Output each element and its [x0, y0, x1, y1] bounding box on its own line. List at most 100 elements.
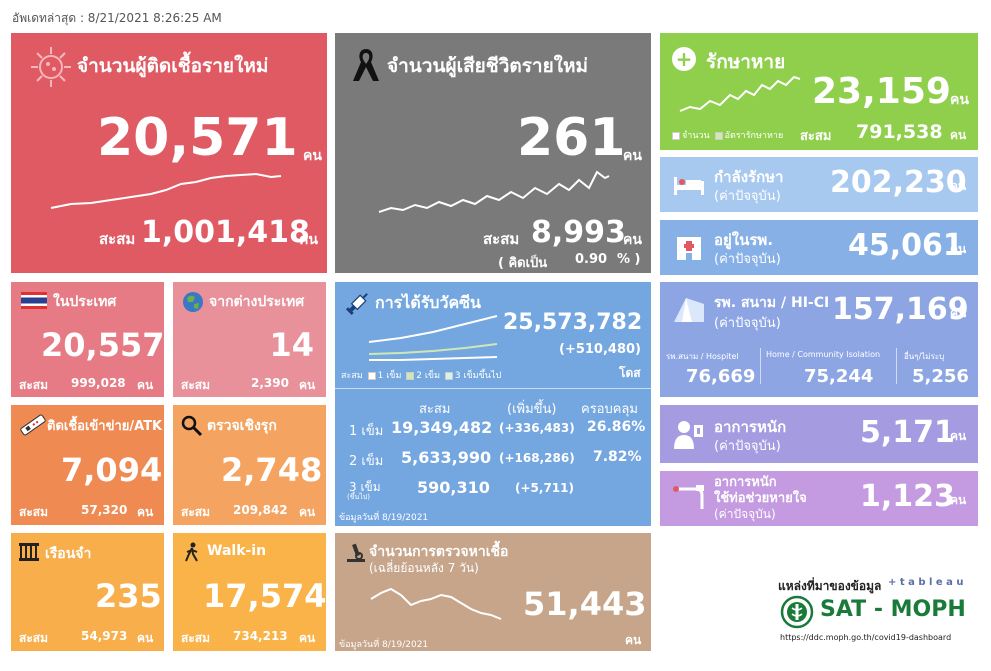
new-deaths-acc-unit: คน	[623, 232, 642, 248]
field-hospital-tile[interactable]: รพ. สนาม / HI-CI (ค่าปัจจุบัน) 157,169 ค…	[660, 282, 978, 397]
domestic-title: ในประเทศ	[53, 294, 117, 310]
new-cases-unit: คน	[303, 148, 322, 164]
proactive-title: ตรวจเชิงรุก	[207, 418, 277, 434]
vaccine-row-delta: (+5,711)	[515, 481, 574, 495]
new-cases-tile[interactable]: จำนวนผู้ติดเชื้อรายใหม่ 20,571 คน สะสม 1…	[11, 33, 327, 273]
last-updated: อัพเดทล่าสุด : 8/21/2021 8:26:25 AM	[12, 11, 222, 25]
domestic-acc-unit: คน	[137, 378, 154, 392]
treating-tile[interactable]: กำลังรักษา (ค่าปัจจุบัน) 202,230 คน	[660, 157, 978, 212]
field-hospital-col-value: 76,669	[686, 366, 756, 387]
treating-title: กำลังรักษา	[714, 168, 784, 186]
new-deaths-pct-value: 0.90	[575, 252, 608, 267]
test-kit-icon	[20, 414, 46, 436]
severe-unit: คน	[950, 429, 967, 443]
abroad-acc-value: 2,390	[251, 376, 289, 390]
new-deaths-tile[interactable]: จำนวนผู้เสียชีวิตรายใหม่ 261 คน สะสม 8,9…	[335, 33, 651, 273]
severe-sub: (ค่าปัจจุบัน)	[714, 439, 781, 454]
field-hospital-title: รพ. สนาม / HI-CI	[714, 295, 830, 311]
thailand-flag-icon	[21, 292, 47, 309]
new-deaths-pct-prefix: ( คิดเป็น	[498, 256, 548, 271]
field-hospital-value: 157,169	[832, 292, 969, 327]
severe-tile[interactable]: อาการหนัก (ค่าปัจจุบัน) 5,171 คน	[660, 405, 978, 463]
prison-acc-label: สะสม	[19, 631, 49, 645]
new-deaths-pct-suffix: % )	[617, 252, 641, 267]
recovered-value: 23,159	[812, 71, 951, 112]
vaccine-row-acc: 5,633,990	[401, 448, 492, 467]
legend-rate: อัตรารักษาหาย	[724, 131, 784, 141]
syringe-icon	[345, 293, 368, 316]
tests-sub: (เฉลี่ยย้อนหลัง 7 วัน)	[369, 561, 479, 575]
tent-icon	[674, 298, 704, 322]
vaccine-trend-lines	[368, 315, 498, 361]
treating-value: 202,230	[830, 165, 967, 200]
proactive-tile[interactable]: ตรวจเชิงรุก 2,748 สะสม 209,842 คน	[173, 405, 326, 525]
hospital-tile[interactable]: อยู่ในรพ. (ค่าปัจจุบัน) 45,061 คน	[660, 220, 978, 275]
walkin-acc-value: 734,213	[233, 629, 288, 643]
field-hospital-unit: คน	[950, 306, 967, 320]
vaccine-row-acc: 19,349,482	[391, 418, 493, 437]
walkin-tile[interactable]: Walk-in 17,574 สะสม 734,213 คน	[173, 533, 326, 651]
vaccine-delta: (+510,480)	[559, 342, 641, 357]
plus-circle-icon: +	[672, 47, 696, 71]
abroad-title: จากต่างประเทศ	[209, 294, 305, 310]
atk-tile[interactable]: ติดเชื้อเข้าข่าย/ATK 7,094 สะสม 57,320 ค…	[11, 405, 164, 525]
legend-count: จำนวน	[682, 131, 710, 141]
vaccine-row-label: 1 เข็ม	[349, 424, 384, 439]
new-deaths-title: จำนวนผู้เสียชีวิตรายใหม่	[387, 55, 589, 77]
tests-tile[interactable]: จำนวนการตรวจหาเชื้อ (เฉลี่ยย้อนหลัง 7 วั…	[335, 533, 651, 651]
vaccine-row-label: 2 เข็ม	[349, 454, 384, 469]
abroad-value: 14	[269, 326, 314, 364]
new-deaths-trend-line	[378, 170, 610, 213]
vaccine-dose-unit: โดส	[619, 366, 641, 380]
new-deaths-value: 261	[517, 108, 626, 168]
recovered-tile[interactable]: + รักษาหาย 23,159 คน จำนวน อัตรารักษาหาย…	[660, 33, 978, 150]
recovered-acc-label: สะสม	[800, 129, 832, 144]
vaccine-row-acc: 590,310	[417, 478, 490, 497]
tests-data-date: ข้อมูลวันที่ 8/19/2021	[339, 640, 429, 650]
hospital-building-icon	[677, 237, 701, 260]
source-label: แหล่งที่มาของข้อมูล	[778, 579, 882, 593]
black-ribbon-icon	[353, 49, 379, 81]
ventilator-unit: คน	[950, 493, 967, 507]
domestic-acc-value: 999,028	[71, 376, 126, 390]
new-cases-acc-unit: คน	[299, 232, 318, 248]
walkin-acc-label: สะสม	[181, 631, 211, 645]
abroad-tile[interactable]: จากต่างประเทศ 14 สะสม 2,390 คน	[173, 282, 326, 397]
prison-acc-unit: คน	[137, 631, 154, 645]
legend-prefix: สะสม	[341, 371, 363, 381]
hospital-value: 45,061	[848, 228, 964, 263]
source-url[interactable]: https://ddc.moph.go.th/covid19-dashboard	[780, 633, 952, 642]
legend-dose-1: 1 เข็ม	[377, 371, 402, 381]
vaccine-tile[interactable]: การได้รับวัคซีน 25,573,782 (+510,480) โด…	[335, 282, 651, 526]
sat-moph-brand: SAT - MOPH	[820, 597, 966, 622]
globe-plane-icon	[183, 292, 203, 312]
recovered-acc-value: 791,538	[856, 121, 943, 143]
hospital-title: อยู่ในรพ.	[714, 231, 774, 249]
domestic-tile[interactable]: ในประเทศ 20,557 สะสม 999,028 คน	[11, 282, 164, 397]
field-hospital-col-value: 75,244	[804, 366, 874, 387]
new-cases-title: จำนวนผู้ติดเชื้อรายใหม่	[77, 55, 269, 77]
tableau-logo: + t a b l e a u	[888, 577, 964, 588]
field-hospital-sub: (ค่าปัจจุบัน)	[714, 316, 781, 331]
prison-tile[interactable]: เรือนจำ 235 สะสม 54,973 คน	[11, 533, 164, 651]
vaccine-title: การได้รับวัคซีน	[375, 293, 481, 312]
walkin-acc-unit: คน	[299, 631, 316, 645]
proactive-acc-value: 209,842	[233, 503, 288, 517]
vaccine-row-cover: 26.86%	[587, 419, 646, 435]
ventilator-title-2: ใช้ท่อช่วยหายใจ	[714, 491, 807, 506]
source-panel: แหล่งที่มาของข้อมูล + t a b l e a u SAT …	[660, 533, 978, 651]
moph-emblem-icon	[780, 595, 814, 629]
prison-title: เรือนจำ	[45, 546, 92, 562]
prison-acc-value: 54,973	[81, 629, 128, 643]
recovered-legend: จำนวน อัตรารักษาหาย	[670, 128, 783, 142]
abroad-acc-label: สะสม	[181, 378, 211, 392]
vaccine-row-label: 3 เข็ม	[349, 480, 381, 494]
hospital-unit: คน	[950, 242, 967, 256]
new-deaths-unit: คน	[623, 148, 642, 164]
legend-dose-2: 2 เข็ม	[416, 371, 441, 381]
domestic-acc-label: สะสม	[19, 378, 49, 392]
new-deaths-acc-value: 8,993	[531, 215, 626, 250]
ventilator-tile[interactable]: อาการหนัก ใช้ท่อช่วยหายใจ (ค่าปัจจุบัน) …	[660, 471, 978, 526]
atk-acc-label: สะสม	[19, 505, 49, 519]
hospital-sub: (ค่าปัจจุบัน)	[714, 252, 781, 267]
